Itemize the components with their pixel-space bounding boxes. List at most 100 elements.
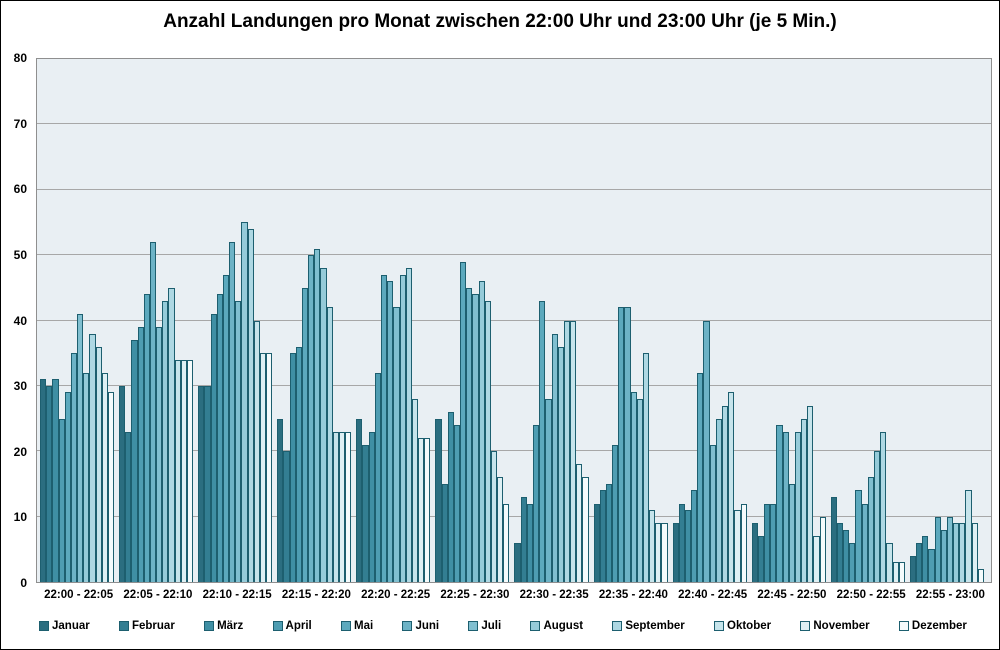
bar-mai (460, 261, 467, 582)
bar-märz (605, 483, 613, 582)
bar-august (794, 431, 802, 582)
bar-april (58, 418, 65, 582)
bar-juli (156, 327, 163, 582)
bar-mai (934, 516, 941, 582)
bar-juli (472, 294, 479, 582)
legend-swatch-icon (530, 621, 541, 631)
bar-group-22-30-22-35 (514, 59, 593, 582)
bar-oktober (95, 346, 102, 582)
bar-september (801, 418, 808, 582)
legend-label: November (813, 620, 870, 632)
bar-januar (40, 379, 47, 582)
bar-august (162, 300, 169, 582)
x-tick-label: 22:40 - 22:45 (678, 589, 748, 601)
bar-oktober (807, 405, 814, 582)
bar-märz (289, 353, 296, 582)
bar-oktober (570, 320, 577, 582)
chart-title: Anzahl Landungen pro Monat zwischen 22:0… (163, 11, 837, 32)
bar-juni (466, 287, 473, 582)
bar-juni (387, 281, 394, 582)
y-tick-label: 70 (13, 116, 27, 131)
bar-oktober (490, 451, 498, 582)
bar-oktober (886, 542, 893, 582)
bar-märz (843, 529, 850, 582)
bar-november (576, 464, 583, 582)
bar-dezember (898, 562, 905, 582)
bar-januar (593, 503, 600, 582)
gridline (37, 319, 991, 321)
legend-label: März (217, 620, 244, 632)
bar-september (247, 228, 254, 582)
bar-april (137, 327, 144, 582)
legend-label: April (285, 620, 312, 632)
bar-dezember (582, 477, 589, 582)
bar-mai (697, 372, 704, 582)
bar-september (168, 287, 175, 582)
bar-november (813, 536, 820, 582)
x-tick-label: 22:15 - 22:20 (281, 589, 351, 601)
bar-august (873, 451, 881, 582)
legend-item-märz: März (204, 620, 243, 632)
bar-juli (551, 333, 558, 582)
legend-swatch-icon (204, 621, 215, 631)
bar-november (259, 353, 267, 582)
bar-juni (861, 503, 868, 582)
legend-swatch-icon (272, 621, 283, 631)
bar-august (953, 523, 960, 582)
bar-august (636, 398, 643, 582)
bar-februar (836, 523, 844, 582)
bar-januar (435, 418, 442, 582)
x-tick-label: 22:55 - 23:00 (915, 589, 985, 601)
bar-september (880, 431, 887, 582)
bar-mai (143, 294, 150, 582)
bar-märz (526, 503, 533, 582)
bar-juni (545, 398, 552, 582)
bar-dezember (977, 568, 984, 582)
bar-groups (37, 59, 991, 582)
x-tick-label: 22:00 - 22:05 (44, 589, 114, 601)
bar-november (338, 431, 346, 582)
bar-november (101, 372, 108, 582)
x-axis: 22:00 - 22:05 22:05 - 22:10 22:10 - 22:15 2… (36, 589, 992, 601)
bar-group-22-00-22-05 (40, 59, 119, 582)
bar-juni (624, 307, 631, 582)
bar-oktober (728, 392, 735, 582)
bar-juli (788, 483, 795, 582)
legend-label: September (625, 620, 685, 632)
bar-august (478, 281, 485, 582)
bar-oktober (332, 431, 339, 582)
bar-juli (77, 313, 84, 582)
bar-september (959, 523, 966, 582)
bar-august (83, 372, 90, 582)
bar-juni (70, 353, 78, 582)
bar-august (241, 222, 248, 582)
bar-januar (909, 555, 917, 582)
bar-märz (684, 510, 692, 582)
y-tick-label: 60 (13, 182, 27, 197)
bar-mai (776, 425, 783, 582)
bar-mai (301, 287, 309, 582)
bar-november (497, 477, 504, 582)
bar-april (216, 294, 223, 582)
legend: Januar Februar März April Mai Juni Juli August S… (39, 620, 967, 632)
bar-februar (125, 431, 132, 582)
x-tick-label: 22:50 - 22:55 (836, 589, 906, 601)
bar-februar (204, 385, 211, 582)
legend-item-dezember: Dezember (898, 620, 967, 632)
bar-juni (940, 529, 947, 582)
bar-januar (198, 385, 205, 582)
bar-juli (946, 516, 954, 582)
legend-swatch-icon (898, 621, 909, 631)
gridline (37, 450, 991, 452)
bar-september (642, 353, 650, 582)
bar-group-22-55-23-00 (909, 59, 989, 582)
legend-item-januar: Januar (39, 620, 90, 632)
bar-group-22-25-22-30 (435, 59, 514, 582)
legend-label: Juli (481, 620, 502, 632)
bar-group-22-50-22-55 (830, 59, 910, 582)
legend-item-august: August (530, 620, 583, 632)
bar-september (326, 307, 333, 582)
legend-swatch-icon (612, 621, 623, 631)
bar-mai (222, 274, 230, 582)
